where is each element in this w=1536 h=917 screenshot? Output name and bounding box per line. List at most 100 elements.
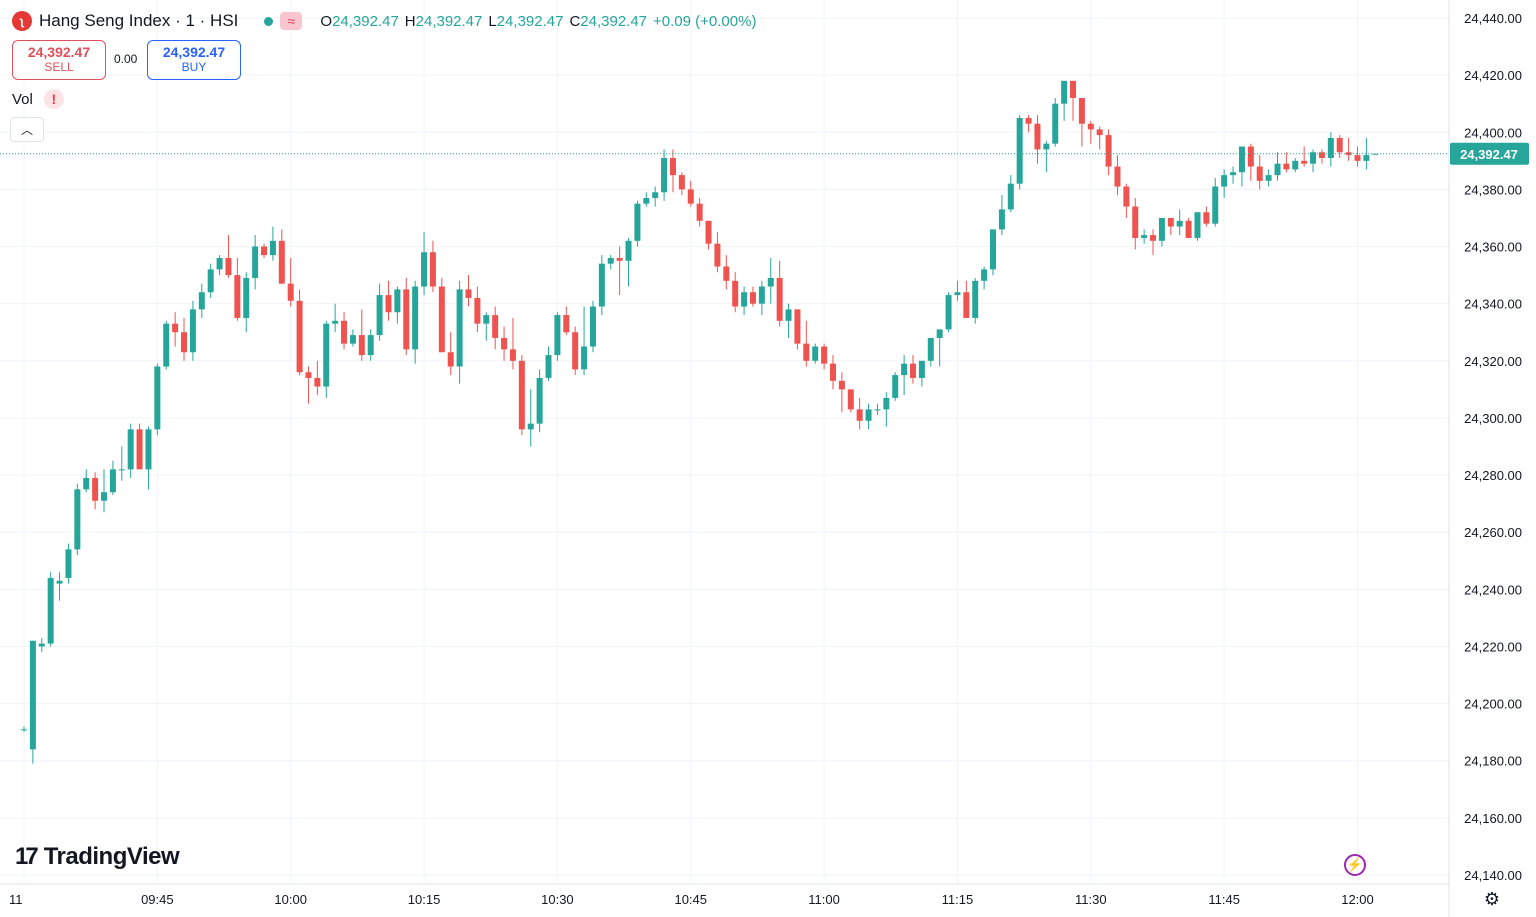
candle-body — [865, 409, 872, 421]
candle-body — [429, 252, 436, 287]
candle-body — [927, 337, 934, 361]
candle-body — [1141, 235, 1148, 238]
candle-body — [38, 643, 45, 647]
lightning-icon[interactable]: ⚡ — [1344, 854, 1366, 876]
delayed-data-icon[interactable]: ≈ — [280, 12, 303, 30]
candle-body — [1176, 220, 1183, 227]
candle-body — [554, 315, 561, 356]
candle-body — [1185, 220, 1192, 238]
candle-body — [483, 315, 490, 324]
candle-up — [1221, 169, 1228, 198]
candle-body — [661, 157, 668, 193]
candle-body — [767, 277, 774, 287]
chevron-up-icon: ︿ — [20, 123, 33, 137]
time-tick-label: 09:45 — [141, 892, 174, 907]
price-tick-label: 24,300.00 — [1464, 411, 1522, 426]
candle-up — [936, 329, 943, 367]
candle-body — [785, 309, 792, 321]
price-tick-label: 24,240.00 — [1464, 582, 1522, 597]
hsi-logo-icon[interactable]: ʅ — [12, 11, 32, 31]
candle-body — [278, 240, 285, 284]
candle-down — [838, 372, 845, 413]
time-tick-label: 11 — [9, 892, 23, 907]
candle-down — [1105, 129, 1112, 176]
candle-body — [1301, 160, 1308, 164]
price-tick-label: 24,140.00 — [1464, 868, 1522, 883]
candle-down — [1256, 155, 1263, 190]
warning-icon[interactable]: ! — [43, 89, 64, 109]
candle-down — [1345, 137, 1352, 161]
time-tick-label: 11:45 — [1208, 892, 1240, 907]
candle-down — [261, 243, 268, 258]
candle-up — [625, 237, 632, 287]
candle-body — [589, 306, 596, 347]
candle-up — [127, 423, 134, 478]
candles — [21, 80, 1379, 764]
time-tick-label: 10:15 — [408, 892, 441, 907]
tradingview-logo[interactable]: 17 TradingView — [15, 843, 180, 871]
time-tick-label: 10:00 — [274, 892, 307, 907]
candle-body — [101, 492, 108, 501]
candle-down — [314, 360, 321, 396]
volume-indicator-legend[interactable]: Vol ! — [12, 89, 64, 109]
collapse-legend-button[interactable]: ︿ — [10, 117, 44, 142]
candle-body — [21, 729, 27, 731]
last-price-badge[interactable] — [1450, 142, 1529, 165]
candle-body — [243, 277, 250, 318]
candle-body — [323, 323, 330, 387]
candle-body — [678, 175, 685, 190]
candle-body — [1274, 163, 1281, 176]
candle-down — [136, 423, 143, 470]
candle-up — [758, 280, 765, 316]
candle-body — [341, 320, 348, 344]
candle-body — [492, 315, 499, 338]
candle-up — [56, 572, 63, 601]
candle-down — [225, 235, 232, 278]
market-open-status-icon[interactable] — [264, 16, 274, 26]
candle-body — [1230, 172, 1237, 176]
symbol-title[interactable]: Hang Seng Index · 1 · HSI — [39, 11, 239, 30]
buy-button[interactable]: 24,392.47 BUY — [147, 40, 241, 80]
candle-down — [705, 220, 712, 250]
candle-body — [776, 277, 783, 321]
settings-gear-icon[interactable]: ⚙ — [1483, 888, 1501, 909]
candle-down — [749, 286, 756, 307]
candle-up — [1007, 175, 1014, 213]
candle-up — [1265, 169, 1272, 187]
candle-up — [1158, 217, 1165, 247]
candle-down — [696, 197, 703, 227]
candle-body — [376, 295, 383, 336]
candle-up — [252, 235, 259, 290]
candle-body — [1372, 153, 1379, 155]
candle-body — [998, 209, 1005, 230]
candle-body — [358, 335, 365, 356]
close-label: C — [569, 12, 581, 30]
candle-up — [972, 277, 979, 324]
candle-down — [403, 277, 410, 356]
candle-down — [732, 272, 739, 313]
candle-body — [509, 349, 516, 361]
candle-body — [1150, 235, 1157, 241]
time-axis[interactable]: 11 09:45 10:00 10:15 10:30 10:45 11:00 11:15 11:… — [9, 892, 1374, 907]
candle-down — [1034, 115, 1041, 164]
candle-up — [101, 469, 108, 513]
candle-up — [216, 255, 223, 276]
candle-body — [892, 375, 899, 398]
candle-body — [1265, 175, 1272, 181]
candle-up — [207, 263, 214, 298]
candle-up — [865, 403, 872, 430]
candle-down — [278, 229, 285, 284]
candle-body — [1061, 80, 1068, 104]
candle-up — [785, 303, 792, 338]
candle-body — [1034, 123, 1041, 150]
open-value: 24,392.47 — [332, 12, 399, 30]
candle-down — [1318, 149, 1325, 164]
close-value: 24,392.47 — [580, 12, 648, 30]
sell-button[interactable]: 24,392.47 SELL — [12, 40, 106, 80]
candle-body — [634, 203, 641, 241]
candle-up — [421, 232, 428, 296]
price-axis[interactable]: 24,440.00 24,420.00 24,400.00 24,380.00 24,3… — [1450, 11, 1529, 883]
candle-up — [198, 283, 205, 318]
candle-body — [821, 346, 828, 364]
